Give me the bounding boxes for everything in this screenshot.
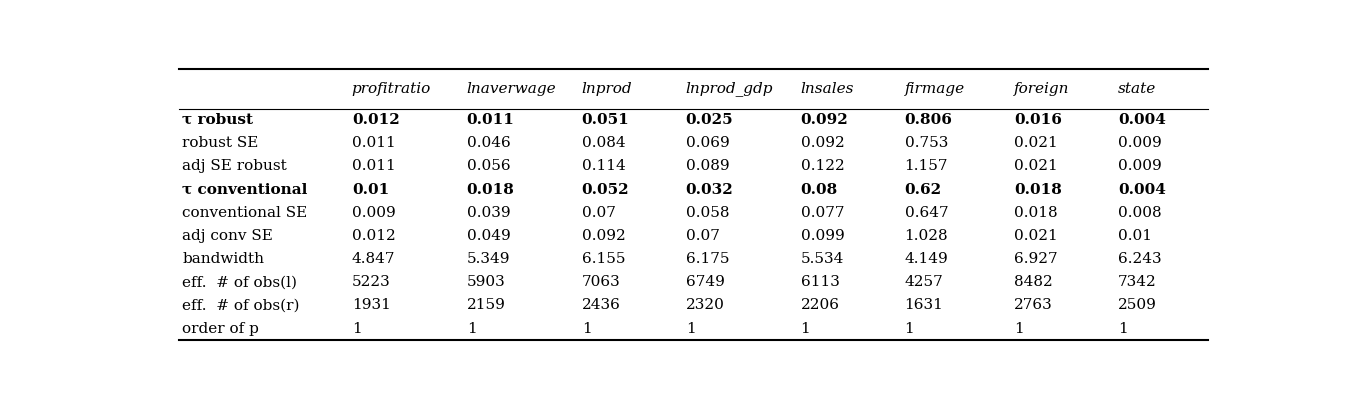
Text: 6.175: 6.175 [686, 252, 729, 266]
Text: 6749: 6749 [686, 275, 724, 289]
Text: adj SE robust: adj SE robust [182, 160, 287, 173]
Text: 0.806: 0.806 [905, 113, 953, 127]
Text: 1: 1 [686, 322, 696, 336]
Text: 0.084: 0.084 [581, 136, 625, 150]
Text: 0.07: 0.07 [581, 206, 616, 220]
Text: 0.009: 0.009 [1117, 136, 1162, 150]
Text: 1.028: 1.028 [905, 229, 948, 243]
Text: 7063: 7063 [581, 275, 620, 289]
Text: 6.155: 6.155 [581, 252, 625, 266]
Text: τ robust: τ robust [182, 113, 253, 127]
Text: 0.018: 0.018 [1014, 206, 1058, 220]
Text: 0.056: 0.056 [466, 160, 511, 173]
Text: 1: 1 [1014, 322, 1024, 336]
Text: 4257: 4257 [905, 275, 944, 289]
Text: 0.011: 0.011 [352, 160, 395, 173]
Text: 5903: 5903 [466, 275, 506, 289]
Text: profitratio: profitratio [352, 82, 431, 96]
Text: 6.927: 6.927 [1014, 252, 1058, 266]
Text: 0.08: 0.08 [801, 183, 838, 196]
Text: 0.62: 0.62 [905, 183, 942, 196]
Text: order of p: order of p [182, 322, 259, 336]
Text: 1: 1 [581, 322, 592, 336]
Text: state: state [1117, 82, 1157, 96]
Text: 0.07: 0.07 [686, 229, 720, 243]
Text: 5.349: 5.349 [466, 252, 510, 266]
Text: 0.032: 0.032 [686, 183, 733, 196]
Text: 0.009: 0.009 [1117, 160, 1162, 173]
Text: 0.092: 0.092 [801, 136, 844, 150]
Text: 0.012: 0.012 [352, 229, 395, 243]
Text: 1: 1 [801, 322, 810, 336]
Text: 4.847: 4.847 [352, 252, 395, 266]
Text: 0.004: 0.004 [1117, 183, 1166, 196]
Text: 0.092: 0.092 [801, 113, 848, 127]
Text: 1: 1 [352, 322, 361, 336]
Text: 2320: 2320 [686, 299, 724, 312]
Text: lnprod_gdp: lnprod_gdp [686, 81, 774, 96]
Text: 2763: 2763 [1014, 299, 1053, 312]
Text: 0.021: 0.021 [1014, 229, 1058, 243]
Text: 0.018: 0.018 [1014, 183, 1062, 196]
Text: 0.077: 0.077 [801, 206, 844, 220]
Text: 0.058: 0.058 [686, 206, 729, 220]
Text: 7342: 7342 [1117, 275, 1157, 289]
Text: 0.046: 0.046 [466, 136, 511, 150]
Text: lnsales: lnsales [801, 82, 855, 96]
Text: 2509: 2509 [1117, 299, 1157, 312]
Text: 0.011: 0.011 [466, 113, 515, 127]
Text: 5.534: 5.534 [801, 252, 844, 266]
Text: 0.092: 0.092 [581, 229, 625, 243]
Text: 8482: 8482 [1014, 275, 1053, 289]
Text: 2159: 2159 [466, 299, 506, 312]
Text: 0.099: 0.099 [801, 229, 844, 243]
Text: 0.021: 0.021 [1014, 136, 1058, 150]
Text: 4.149: 4.149 [905, 252, 949, 266]
Text: 1931: 1931 [352, 299, 391, 312]
Text: 0.114: 0.114 [581, 160, 625, 173]
Text: 0.753: 0.753 [905, 136, 948, 150]
Text: 0.021: 0.021 [1014, 160, 1058, 173]
Text: 0.089: 0.089 [686, 160, 729, 173]
Text: eff.  # of obs(r): eff. # of obs(r) [182, 299, 299, 312]
Text: 0.01: 0.01 [1117, 229, 1153, 243]
Text: conventional SE: conventional SE [182, 206, 307, 220]
Text: 1631: 1631 [905, 299, 944, 312]
Text: 1: 1 [1117, 322, 1128, 336]
Text: 6.243: 6.243 [1117, 252, 1162, 266]
Text: 0.069: 0.069 [686, 136, 729, 150]
Text: 0.009: 0.009 [352, 206, 395, 220]
Text: 0.011: 0.011 [352, 136, 395, 150]
Text: 0.049: 0.049 [466, 229, 511, 243]
Text: lnprod: lnprod [581, 82, 632, 96]
Text: 0.004: 0.004 [1117, 113, 1166, 127]
Text: robust SE: robust SE [182, 136, 259, 150]
Text: 0.051: 0.051 [581, 113, 630, 127]
Text: 0.016: 0.016 [1014, 113, 1062, 127]
Text: 0.012: 0.012 [352, 113, 399, 127]
Text: 0.01: 0.01 [352, 183, 390, 196]
Text: 0.647: 0.647 [905, 206, 948, 220]
Text: eff.  # of obs(l): eff. # of obs(l) [182, 275, 297, 289]
Text: 5223: 5223 [352, 275, 391, 289]
Text: 0.122: 0.122 [801, 160, 844, 173]
Text: bandwidth: bandwidth [182, 252, 264, 266]
Text: 1.157: 1.157 [905, 160, 948, 173]
Text: τ conventional: τ conventional [182, 183, 307, 196]
Text: 1: 1 [466, 322, 476, 336]
Text: firmage: firmage [905, 82, 965, 96]
Text: 2436: 2436 [581, 299, 620, 312]
Text: 0.052: 0.052 [581, 183, 630, 196]
Text: lnaverwage: lnaverwage [466, 82, 557, 96]
Text: 0.039: 0.039 [466, 206, 511, 220]
Text: 0.018: 0.018 [466, 183, 515, 196]
Text: 1: 1 [905, 322, 914, 336]
Text: 0.025: 0.025 [686, 113, 733, 127]
Text: foreign: foreign [1014, 82, 1069, 96]
Text: 6113: 6113 [801, 275, 840, 289]
Text: 2206: 2206 [801, 299, 840, 312]
Text: 0.008: 0.008 [1117, 206, 1162, 220]
Text: adj conv SE: adj conv SE [182, 229, 272, 243]
